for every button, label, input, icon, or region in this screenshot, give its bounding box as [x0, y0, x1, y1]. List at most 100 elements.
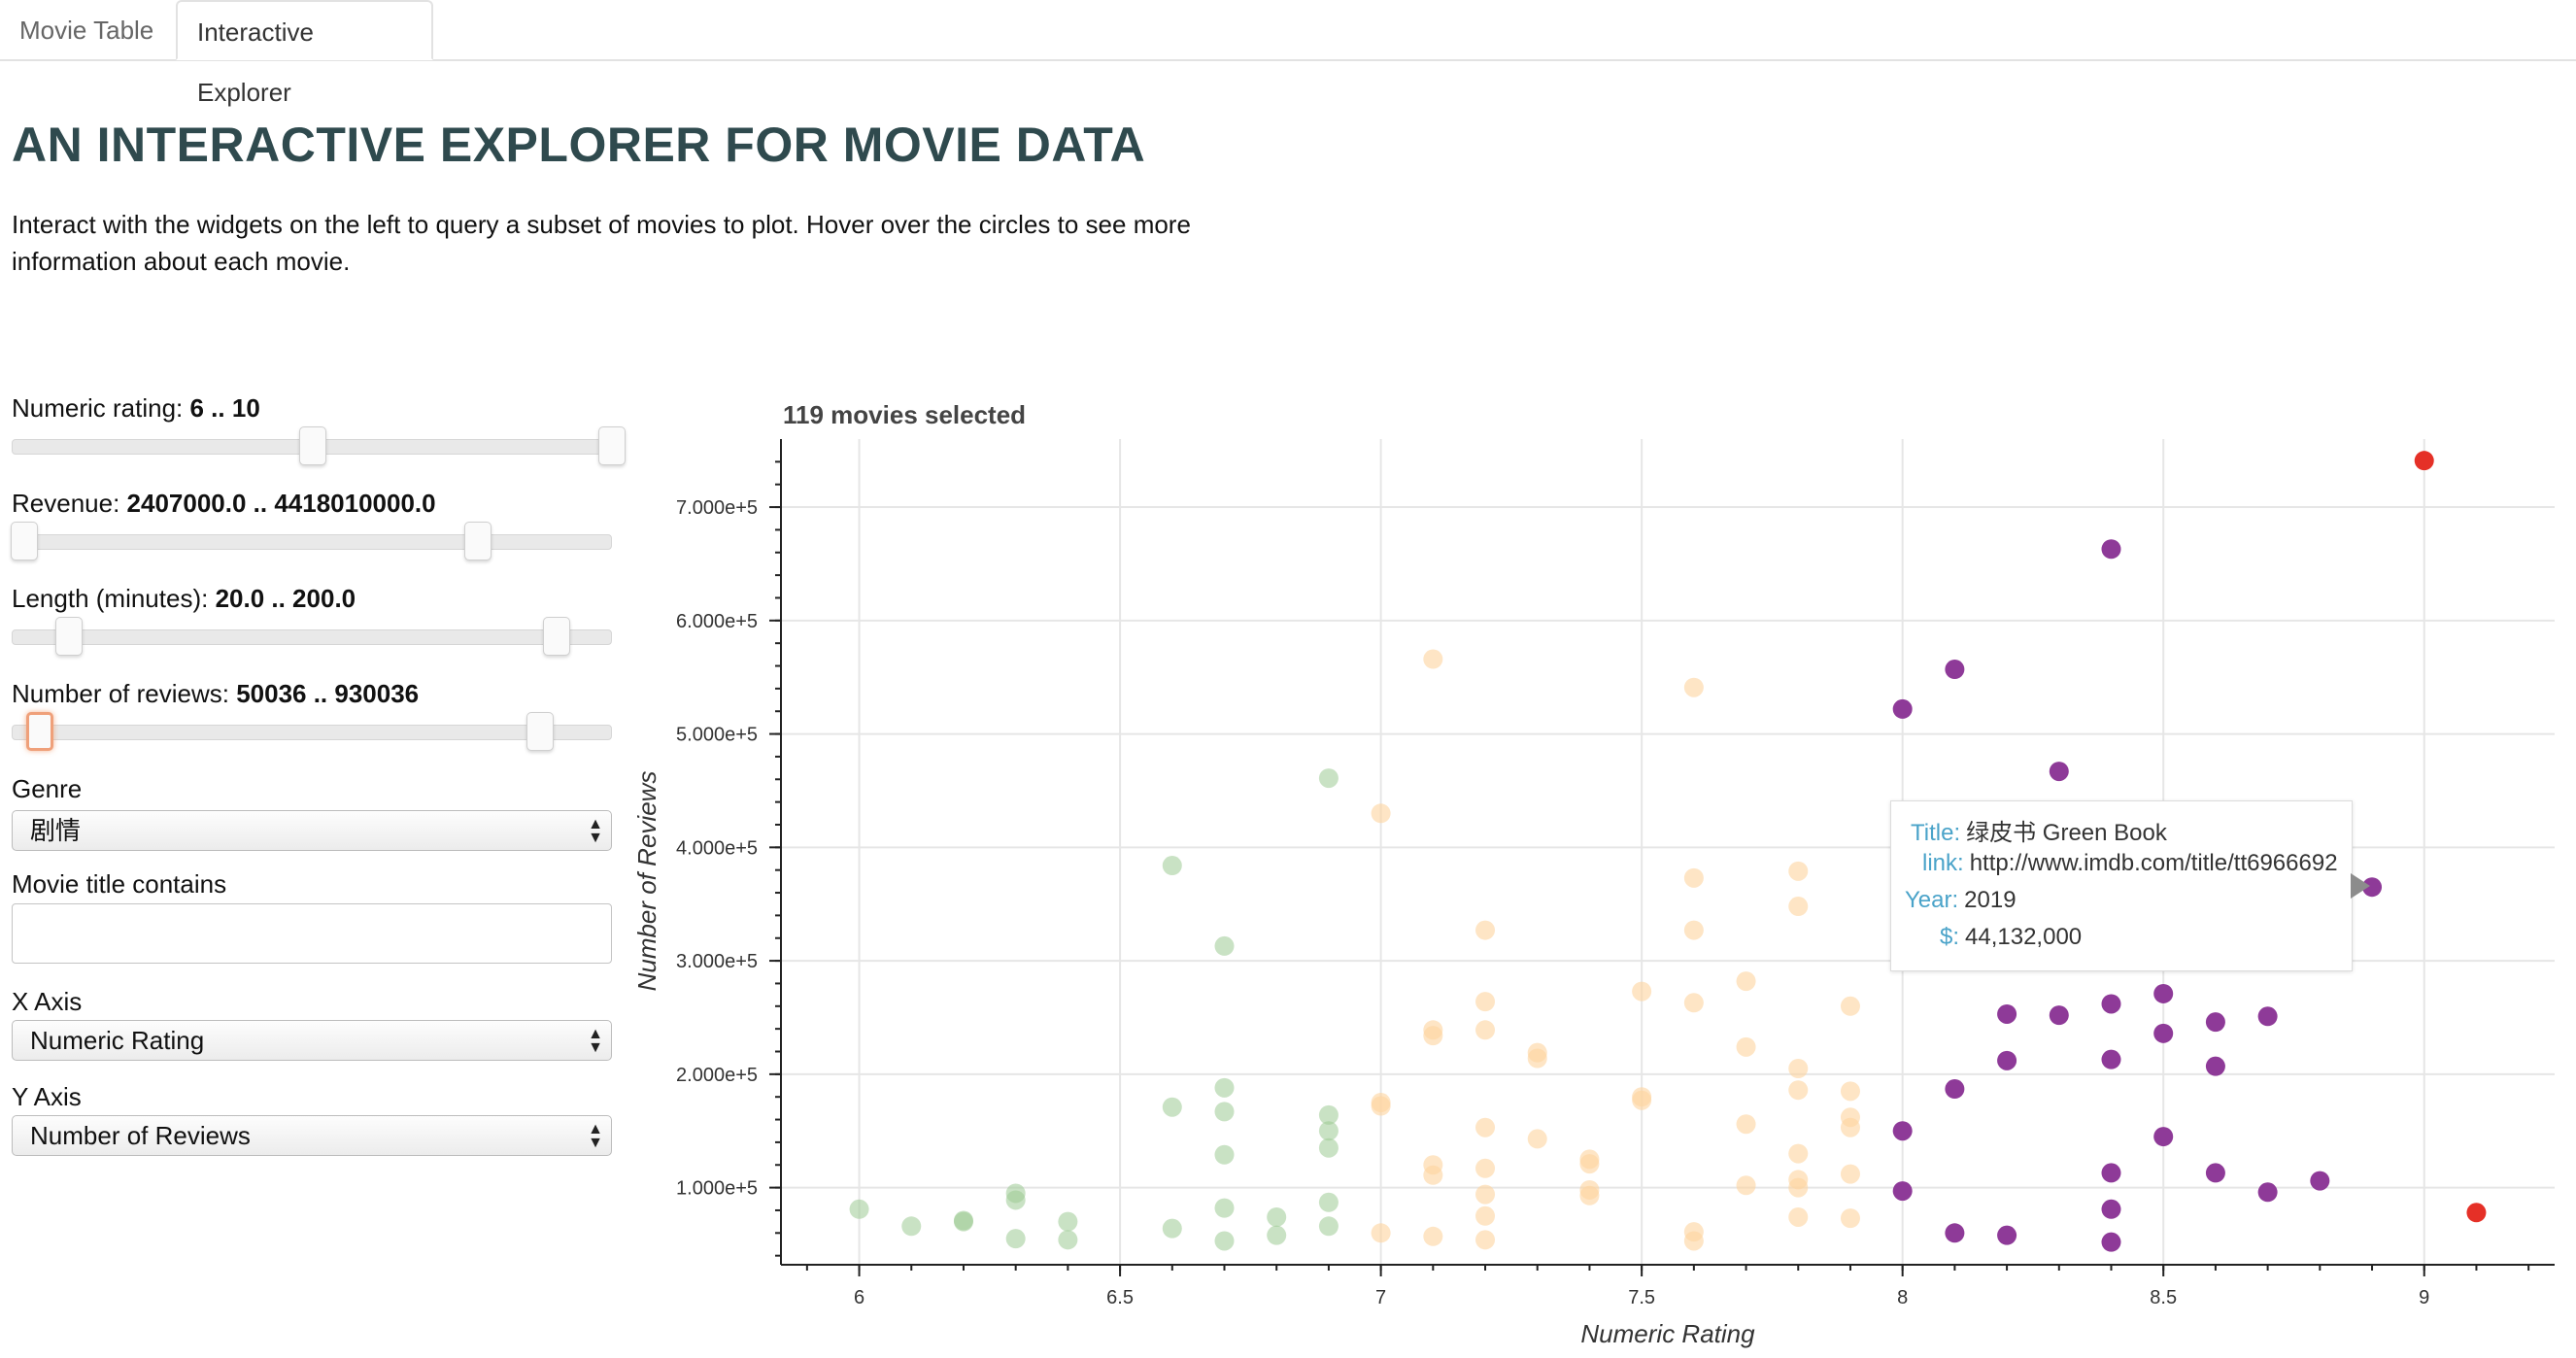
hover-tooltip: Title: 绿皮书 Green Book link: http://www.imd… — [1890, 800, 2353, 971]
data-point-orange — [1632, 1090, 1652, 1110]
data-point-orange — [1788, 1143, 1809, 1164]
data-point-orange — [1840, 1081, 1860, 1102]
data-point-orange — [1788, 897, 1809, 917]
data-point-orange — [1840, 996, 1860, 1016]
title-filter-label: Movie title contains — [12, 869, 227, 899]
data-point-purple — [1997, 1050, 2017, 1070]
data-point-orange — [1788, 1059, 1809, 1079]
x-tick-label: 7 — [1375, 1287, 1386, 1308]
y-tick-label: 1.000e+5 — [676, 1178, 758, 1200]
data-point-orange — [1840, 1164, 1860, 1184]
data-point-purple — [2205, 1012, 2225, 1033]
tooltip-year-value: 2019 — [1964, 887, 2017, 913]
y-axis-title: Number of Reviews — [632, 771, 661, 992]
title-filter-input[interactable] — [12, 903, 612, 964]
x-axis-select-value: Numeric Rating — [30, 1026, 205, 1055]
y-axis-label: Y Axis — [12, 1082, 82, 1111]
select-arrows-icon: ▲ ▼ — [588, 1121, 603, 1151]
data-point-purple — [2257, 1182, 2278, 1203]
tab-interactive-explorer[interactable]: Interactive Explorer — [176, 0, 433, 107]
data-point-green — [1214, 1102, 1235, 1122]
x-tick-label: 9 — [2419, 1287, 2429, 1308]
revenue-slider-max-handle[interactable] — [464, 522, 491, 560]
revenue-value: 2407000.0 .. 4418010000.0 — [126, 489, 436, 518]
data-point-purple — [2153, 983, 2174, 1003]
length-slider-max-handle[interactable] — [543, 617, 570, 656]
data-point-orange — [1840, 1117, 1860, 1137]
tab-movie-table[interactable]: Movie Table — [19, 16, 154, 45]
select-arrows-icon: ▲ ▼ — [588, 816, 603, 846]
data-point-purple — [2153, 1023, 2174, 1043]
length-slider[interactable] — [12, 617, 612, 656]
data-point-green — [1318, 1192, 1339, 1212]
data-point-orange — [1527, 1129, 1547, 1149]
reviews-slider-max-handle[interactable] — [526, 712, 554, 751]
chart-title: 119 movies selected — [783, 400, 1026, 429]
data-point-green — [953, 1211, 973, 1232]
rating-slider[interactable] — [12, 426, 626, 465]
data-point-orange — [1475, 1020, 1496, 1040]
data-point-orange — [1475, 920, 1496, 940]
x-tick-label: 8.5 — [2150, 1287, 2177, 1308]
data-point-green — [1318, 1137, 1339, 1158]
rating-value: 6 .. 10 — [189, 393, 260, 423]
data-point-orange — [1683, 993, 1704, 1013]
data-point-purple — [1945, 1223, 1965, 1243]
data-point-green — [1162, 856, 1182, 876]
data-point-orange — [1788, 1206, 1809, 1227]
data-point-green — [849, 1199, 869, 1219]
data-point-orange — [1736, 1175, 1756, 1196]
y-tick-label: 7.000e+5 — [676, 497, 758, 519]
data-point-orange — [1736, 1036, 1756, 1057]
length-label-text: Length (minutes): — [12, 584, 216, 613]
data-point-purple — [1892, 1121, 1913, 1141]
select-arrows-icon: ▲ ▼ — [588, 1026, 603, 1056]
x-axis-label: X Axis — [12, 987, 83, 1016]
data-point-orange — [1475, 992, 1496, 1012]
data-point-purple — [2101, 1049, 2121, 1069]
tooltip-revenue-value: 44,132,000 — [1965, 924, 2083, 950]
rating-slider-max-handle[interactable] — [598, 426, 626, 465]
data-point-orange — [1579, 1185, 1600, 1205]
data-point-green — [1267, 1225, 1287, 1245]
tab-bar: Movie Table Interactive Explorer — [0, 0, 2576, 107]
revenue-slider-min-handle[interactable] — [11, 522, 38, 560]
x-axis-select[interactable]: Numeric Rating ▲ ▼ — [12, 1020, 612, 1061]
y-axis-select[interactable]: Number of Reviews ▲ ▼ — [12, 1115, 612, 1156]
tooltip-year-key: Year: — [1905, 887, 1959, 913]
y-tick-label: 4.000e+5 — [676, 837, 758, 859]
page-title: AN INTERACTIVE EXPLORER FOR MOVIE DATA — [12, 118, 1146, 172]
reviews-label-text: Number of reviews: — [12, 679, 237, 708]
y-tick-label: 3.000e+5 — [676, 951, 758, 972]
genre-select[interactable]: 剧情 ▲ ▼ — [12, 810, 612, 851]
rating-slider-min-handle[interactable] — [299, 426, 326, 465]
data-point-purple — [2101, 994, 2121, 1014]
data-point-orange — [1371, 803, 1391, 824]
data-point-orange — [1632, 981, 1652, 1002]
data-point-purple — [2049, 762, 2069, 782]
length-slider-min-handle[interactable] — [55, 617, 83, 656]
reviews-slider-min-handle[interactable] — [26, 712, 53, 751]
data-point-orange — [1423, 1165, 1443, 1185]
data-point-orange — [1788, 861, 1809, 881]
reviews-slider[interactable] — [12, 712, 612, 751]
data-point-purple — [2310, 1171, 2330, 1191]
data-point-green — [1005, 1229, 1026, 1249]
data-point-red — [2414, 451, 2434, 471]
tooltip-title-key: Title: — [1911, 820, 1961, 846]
rating-label-text: Numeric rating: — [12, 393, 190, 423]
data-point-purple — [2049, 1005, 2069, 1026]
data-point-green — [1058, 1211, 1078, 1232]
data-point-purple — [1997, 1003, 2017, 1024]
revenue-slider[interactable] — [11, 522, 612, 560]
data-point-green — [1162, 1218, 1182, 1239]
scatter-plot[interactable]: 119 movies selected 6 6.5 7 7.5 8 8.5 9 1.000e+5… — [622, 389, 2574, 1350]
data-point-orange — [1423, 1226, 1443, 1246]
tooltip-title-value: 绿皮书 Green Book — [1966, 820, 2167, 846]
data-point-orange — [1788, 1080, 1809, 1101]
data-point-orange — [1475, 1184, 1496, 1205]
y-tick-label: 6.000e+5 — [676, 611, 758, 632]
data-point-orange — [1788, 1177, 1809, 1198]
data-point-orange — [1683, 920, 1704, 940]
data-point-orange — [1423, 1026, 1443, 1046]
